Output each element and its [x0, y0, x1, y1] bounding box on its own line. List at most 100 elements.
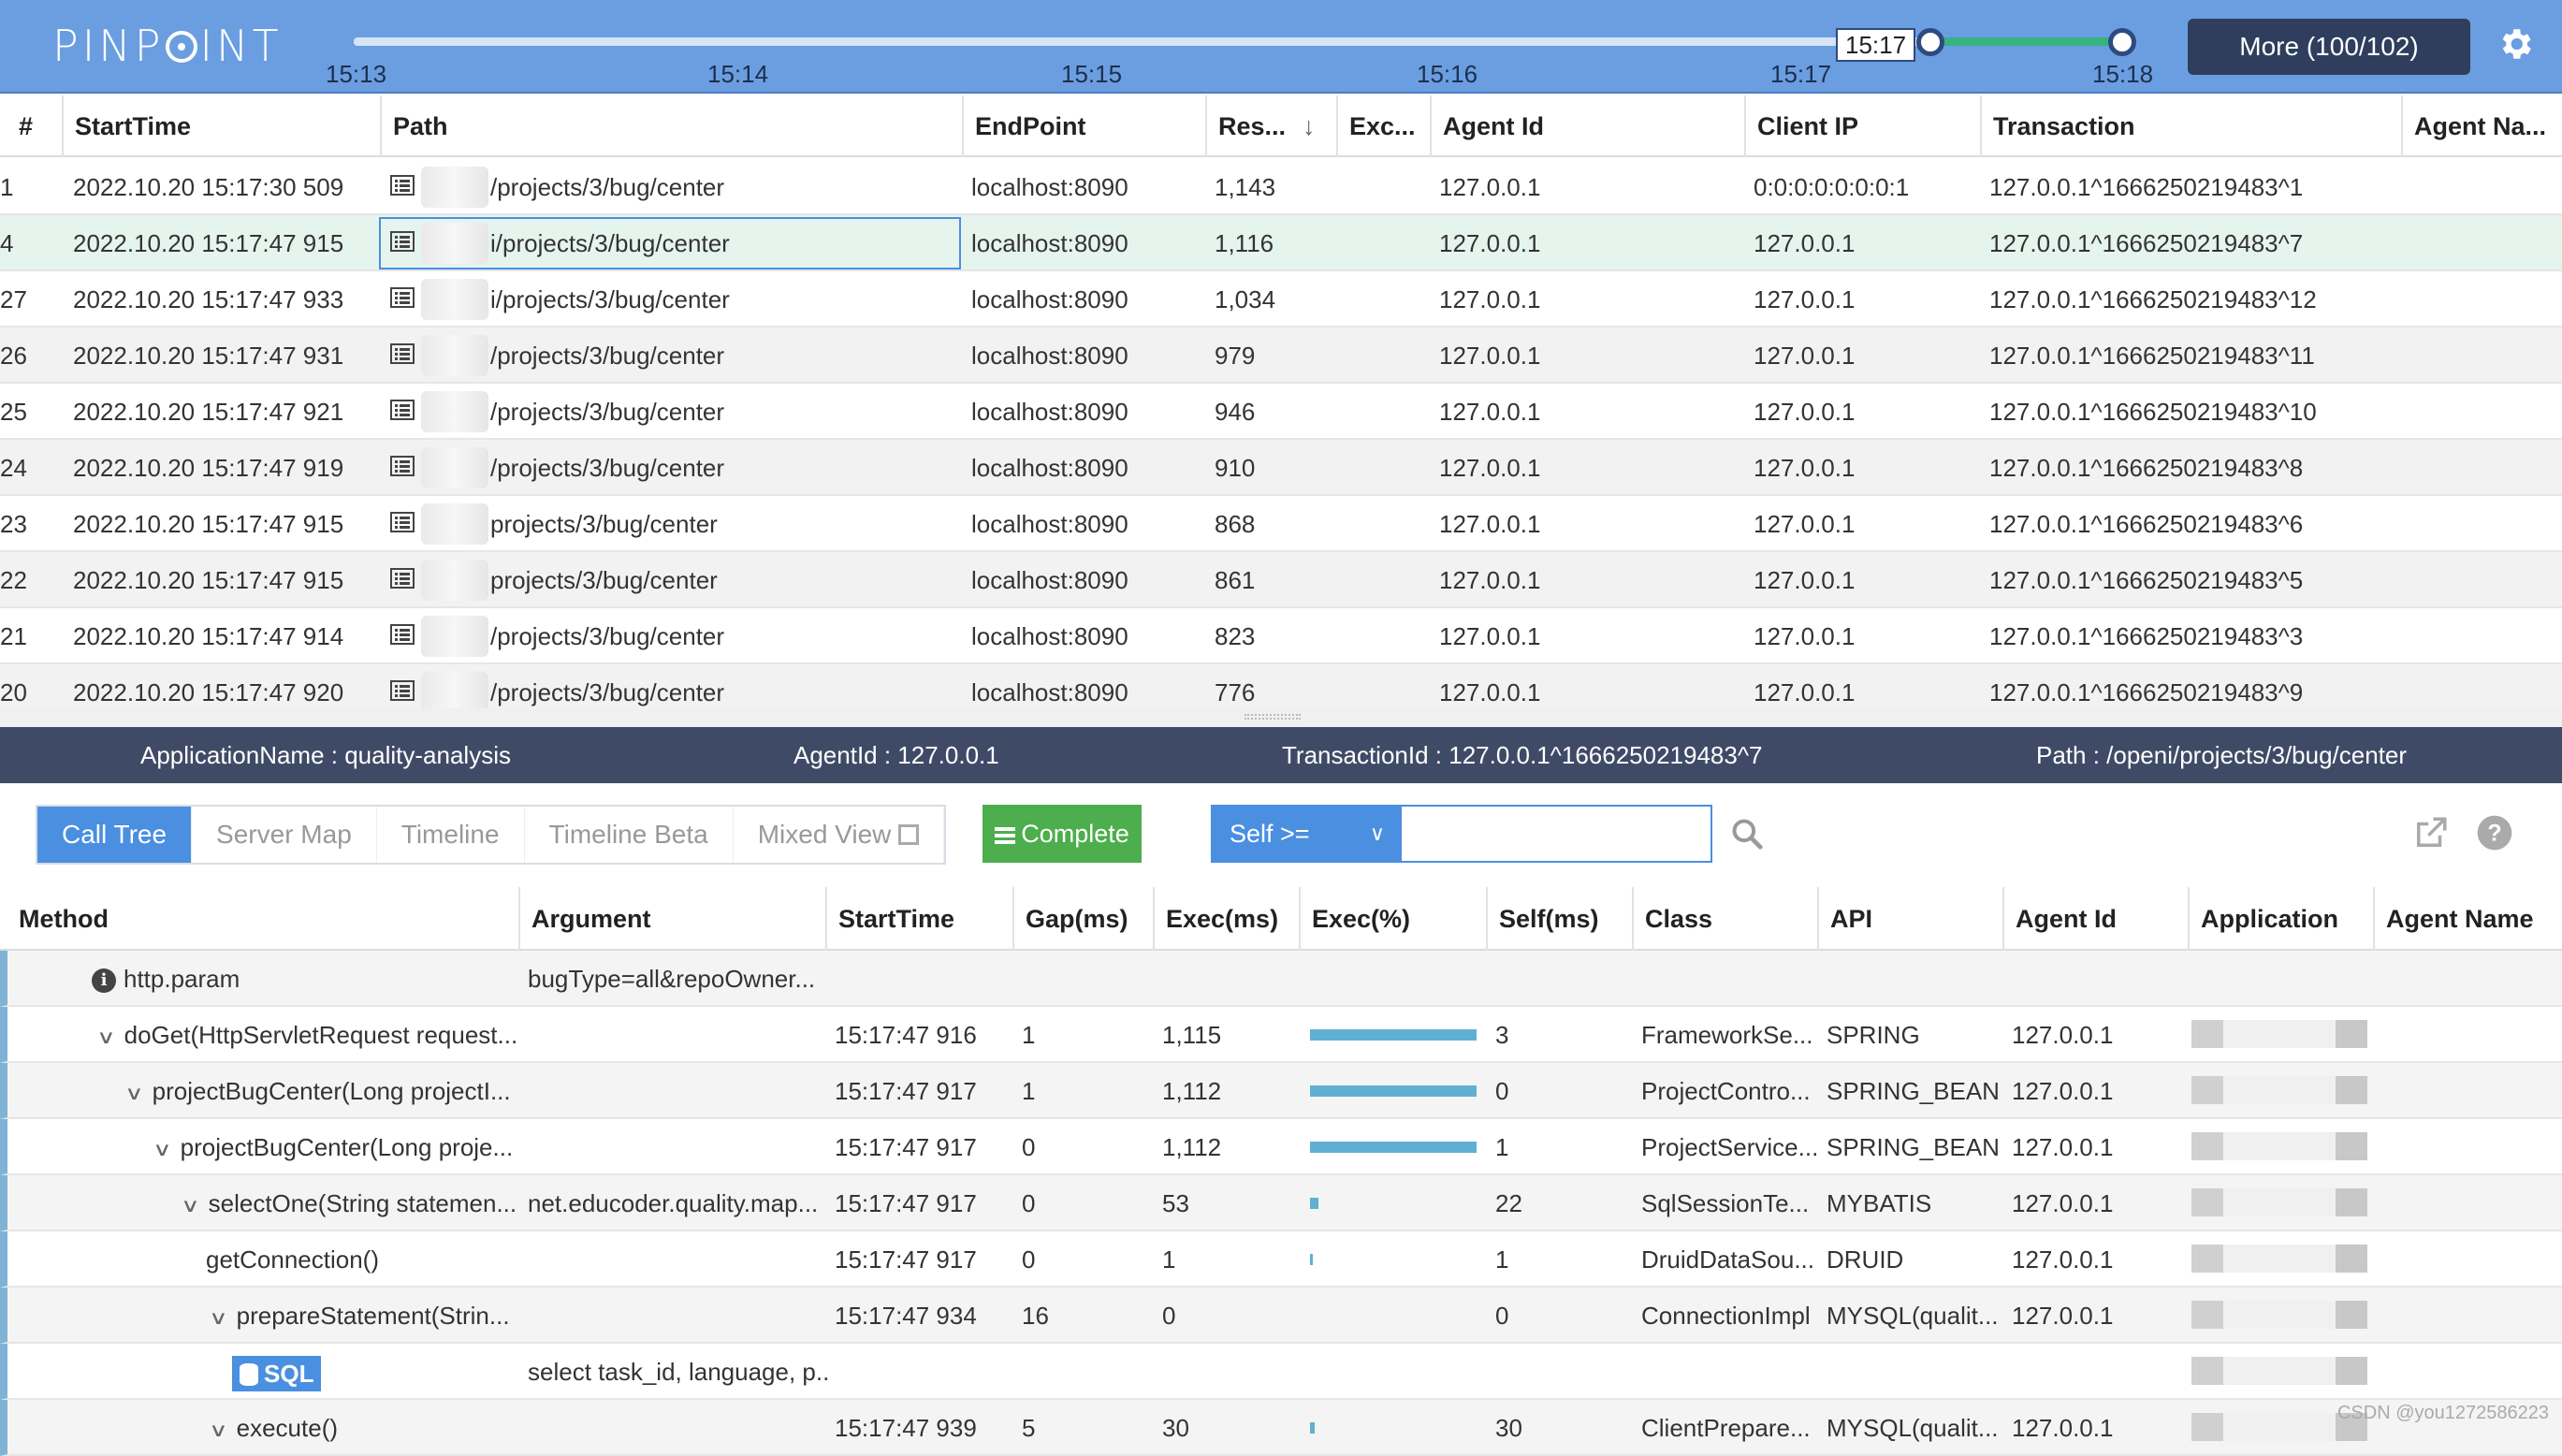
cell-start: 2022.10.20 15:17:47 915: [73, 552, 382, 608]
expand-caret-icon[interactable]: ∨: [99, 1010, 116, 1063]
time-slider-selected-range[interactable]: [1930, 37, 2122, 46]
info-icon: i: [92, 968, 116, 993]
col-header-starttime[interactable]: StartTime: [62, 95, 380, 157]
redacted-region: [421, 223, 488, 264]
col-header-client-ip[interactable]: Client IP: [1744, 95, 1980, 157]
col-header-gap[interactable]: Gap(ms): [1012, 887, 1153, 951]
col-header-exec[interactable]: Exec(ms): [1153, 887, 1299, 951]
col-header-call-agent-name[interactable]: Agent Name: [2373, 887, 2562, 951]
transaction-detail-icon[interactable]: [390, 624, 415, 645]
call-tree-row[interactable]: ∨selectOne(String statemen...net.educode…: [0, 1175, 2562, 1231]
call-tree-row[interactable]: ∨execute()15:17:47 93953030ClientPrepare…: [0, 1400, 2562, 1456]
col-header-class[interactable]: Class: [1632, 887, 1817, 951]
col-header-method[interactable]: Method: [7, 887, 518, 951]
gear-icon[interactable]: [2496, 24, 2535, 64]
cell-path: projects/3/bug/center: [490, 552, 958, 608]
col-header-call-starttime[interactable]: StartTime: [825, 887, 1012, 951]
col-header-endpoint[interactable]: EndPoint: [962, 95, 1205, 157]
call-tree-row[interactable]: ∨projectBugCenter(Long projectI...15:17:…: [0, 1063, 2562, 1119]
call-tree-row[interactable]: ∨projectBugCenter(Long proje...15:17:47 …: [0, 1119, 2562, 1175]
transaction-detail-icon[interactable]: [390, 400, 415, 420]
col-header-exec-pct[interactable]: Exec(%): [1299, 887, 1486, 951]
self-filter-select[interactable]: Self >=∨: [1211, 805, 1400, 863]
col-header-call-agent-id[interactable]: Agent Id: [2002, 887, 2188, 951]
complete-button-label: Complete: [1021, 820, 1129, 848]
open-external-icon[interactable]: [2410, 814, 2450, 853]
cell-endpoint: localhost:8090: [971, 384, 1205, 440]
call-cell-exec: [1162, 951, 1303, 1007]
transaction-detail-icon[interactable]: [390, 568, 415, 589]
call-cell-api: [1827, 951, 2006, 1007]
cell-path: /projects/3/bug/center: [490, 328, 958, 384]
cell-endpoint: localhost:8090: [971, 608, 1205, 664]
sql-badge[interactable]: SQL: [232, 1356, 321, 1391]
col-header-path[interactable]: Path: [380, 95, 962, 157]
exec-percent-bar: [1310, 1085, 1477, 1097]
tab-mixed-view[interactable]: Mixed View: [734, 807, 945, 863]
expand-caret-icon[interactable]: ∨: [155, 1122, 172, 1175]
method-cell: ∨prepareStatement(Strin...: [211, 1288, 518, 1344]
tab-server-map[interactable]: Server Map: [192, 807, 377, 863]
complete-button[interactable]: Complete: [983, 805, 1142, 863]
col-header-response[interactable]: Res...↓: [1205, 95, 1336, 157]
call-cell-gap: [1022, 1344, 1153, 1400]
transaction-detail-icon[interactable]: [390, 175, 415, 196]
col-header-application[interactable]: Application: [2188, 887, 2373, 951]
exec-percent-bar: [1310, 1029, 1477, 1041]
col-header-agent-id[interactable]: Agent Id: [1430, 95, 1744, 157]
splitter-grip[interactable]: [1245, 714, 1301, 720]
col-header-argument[interactable]: Argument: [518, 887, 825, 951]
call-cell-exec: 53: [1162, 1175, 1303, 1231]
call-cell-exec: 1,115: [1162, 1007, 1303, 1063]
col-header-agent-name[interactable]: Agent Na...: [2401, 95, 2562, 157]
transaction-detail-icon[interactable]: [390, 680, 415, 701]
transaction-detail-icon[interactable]: [390, 231, 415, 252]
cell-res: 910: [1215, 440, 1336, 496]
cell-tx: 127.0.0.1^1666250219483^7: [1989, 215, 2401, 271]
transaction-detail-icon[interactable]: [390, 512, 415, 532]
col-header-self[interactable]: Self(ms): [1486, 887, 1632, 951]
search-icon[interactable]: [1729, 816, 1765, 852]
more-button[interactable]: More (100/102): [2188, 19, 2470, 75]
slider-right-handle[interactable]: [2108, 28, 2136, 56]
cell-path: i/projects/3/bug/center: [490, 271, 958, 328]
cell-path: /projects/3/bug/center: [490, 440, 958, 496]
transaction-detail-icon[interactable]: [390, 343, 415, 364]
tab-call-tree[interactable]: Call Tree: [37, 807, 192, 863]
col-header-api[interactable]: API: [1817, 887, 2002, 951]
call-cell-self: [1495, 951, 1636, 1007]
tab-timeline[interactable]: Timeline: [377, 807, 525, 863]
col-header-transaction[interactable]: Transaction: [1980, 95, 2401, 157]
col-header-exception[interactable]: Exc...: [1336, 95, 1430, 157]
transaction-detail-icon[interactable]: [390, 456, 415, 476]
transaction-detail-icon[interactable]: [390, 287, 415, 308]
cell-res: 946: [1215, 384, 1336, 440]
tab-timeline-beta[interactable]: Timeline Beta: [525, 807, 734, 863]
call-cell-api: [1827, 1344, 2006, 1400]
slider-left-handle[interactable]: [1916, 28, 1944, 56]
cell-agent: 127.0.0.1: [1439, 159, 1739, 215]
self-filter-input[interactable]: [1400, 805, 1712, 863]
expand-caret-icon[interactable]: ∨: [211, 1290, 228, 1344]
call-cell-arg: [528, 1119, 827, 1175]
help-icon[interactable]: ?: [2476, 814, 2513, 852]
expand-caret-icon[interactable]: ∨: [127, 1066, 144, 1119]
call-tree-row[interactable]: ∨prepareStatement(Strin...15:17:47 93416…: [0, 1288, 2562, 1344]
expand-caret-icon[interactable]: ∨: [183, 1178, 200, 1231]
call-tree-row[interactable]: ∨doGet(HttpServletRequest request...15:1…: [0, 1007, 2562, 1063]
cell-start: 2022.10.20 15:17:47 919: [73, 440, 382, 496]
col-header-num[interactable]: #: [7, 95, 62, 157]
